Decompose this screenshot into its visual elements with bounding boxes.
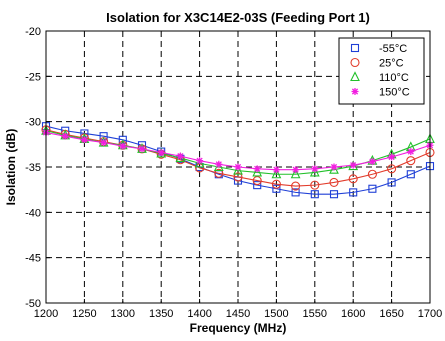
data-point (291, 181, 301, 191)
data-point (252, 166, 263, 177)
legend-entry: 150°C (351, 87, 410, 99)
legend-marker (350, 57, 360, 68)
data-point (100, 139, 108, 147)
legend-entry: 110°C (350, 71, 409, 84)
legend-marker (350, 71, 360, 82)
legend: -55°C 25°C 110°C 150°C (338, 37, 425, 105)
x-tick-label: 1300 (111, 308, 135, 320)
data-point (406, 156, 416, 166)
data-point (309, 166, 320, 177)
data-point (272, 166, 280, 174)
legend-marker (351, 88, 359, 95)
series-line (45, 129, 431, 187)
data-point (406, 170, 415, 179)
data-point (271, 168, 282, 179)
y-tick-label: -45 (25, 253, 41, 265)
data-point (388, 153, 396, 161)
data-point (271, 179, 281, 189)
legend-marker (350, 43, 360, 53)
y-tick-label: -25 (25, 71, 41, 83)
data-point (253, 165, 261, 173)
axis-ticks: 1200 1250 1300 1350 1400 1450 1500 1550 1600 1650… (25, 26, 442, 320)
data-point (215, 160, 223, 168)
legend-label: 25°C (379, 58, 404, 70)
data-point (330, 163, 338, 171)
x-tick-label: 1500 (264, 308, 288, 320)
y-tick-label: -30 (25, 117, 41, 129)
legend-box (338, 37, 425, 105)
data-point (176, 152, 184, 160)
data-point (407, 148, 415, 156)
data-point (387, 164, 397, 174)
data-point (311, 165, 319, 173)
data-point (272, 184, 281, 193)
data-point (119, 142, 127, 150)
data-point (80, 136, 88, 144)
data-point (349, 188, 358, 197)
x-tick-label: 1600 (341, 308, 365, 320)
data-point (329, 177, 339, 187)
y-tick-label: -20 (25, 26, 41, 38)
legend-label: 110°C (379, 72, 409, 84)
data-point (292, 166, 300, 174)
x-tick-label: 1550 (303, 308, 327, 320)
data-point (234, 163, 242, 171)
data-point (387, 178, 396, 187)
data-point (329, 190, 339, 199)
data-point (290, 168, 301, 179)
data-point (253, 181, 262, 190)
data-point (233, 164, 243, 175)
x-tick-label: 1700 (418, 308, 442, 320)
data-point (310, 180, 320, 190)
x-tick-label: 1450 (226, 308, 250, 320)
data-point (291, 188, 300, 197)
data-point (310, 190, 319, 199)
x-axis-label: Frequency (MHz) (190, 321, 287, 335)
data-point (214, 168, 224, 178)
y-axis-label: Isolation (dB) (4, 129, 18, 206)
y-tick-label: -40 (25, 207, 41, 219)
data-point (157, 148, 165, 156)
legend-label: -55°C (379, 43, 407, 55)
plot-frame (45, 30, 431, 304)
y-tick-label: -35 (25, 162, 41, 174)
legend-label: 150°C (379, 87, 410, 99)
data-point (367, 169, 377, 179)
data-point (196, 157, 204, 165)
legend-entry: -55°C (350, 43, 407, 55)
x-tick-label: 1350 (149, 308, 173, 320)
data-series (41, 122, 435, 199)
y-tick-label: -50 (25, 298, 41, 310)
data-point (138, 145, 146, 153)
data-point (348, 174, 358, 184)
data-point (252, 176, 262, 186)
data-point (368, 158, 376, 166)
data-point (368, 184, 377, 193)
x-tick-label: 1200 (34, 308, 58, 320)
legend-entry: 25°C (350, 57, 404, 70)
x-tick-label: 1400 (187, 308, 211, 320)
x-tick-label: 1250 (72, 308, 96, 320)
data-point (349, 161, 357, 169)
data-point (233, 172, 243, 182)
chart-title: Isolation for X3C14E2-03S (Feeding Port … (106, 10, 370, 25)
data-point (61, 132, 69, 140)
x-tick-label: 1650 (379, 308, 403, 320)
